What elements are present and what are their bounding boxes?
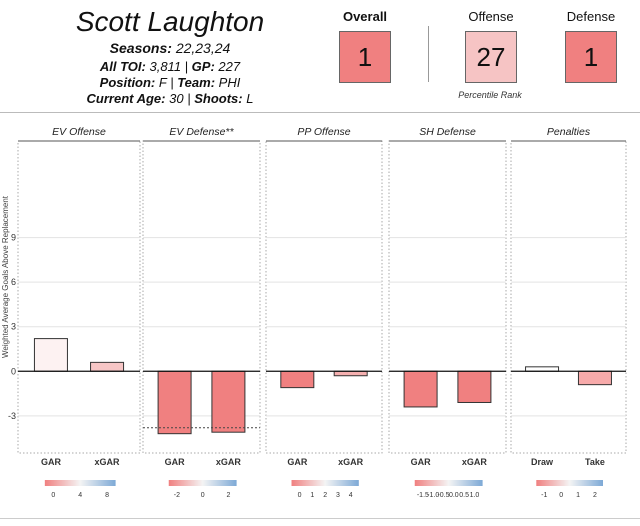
seasons-value: 22,23,24	[175, 40, 231, 56]
panel-frame	[265, 140, 383, 454]
legend-tick-label: -1.5	[417, 492, 429, 499]
panel-frame	[388, 140, 507, 454]
seasons-label: Seasons:	[109, 40, 172, 56]
y-tick-label: 9	[11, 233, 16, 243]
legend-tick-label: 2	[323, 492, 327, 499]
score-divider	[428, 26, 429, 82]
legend-colorbar	[536, 480, 603, 486]
shoots-label: Shoots:	[194, 91, 243, 106]
panel-frame	[142, 140, 261, 454]
overall-score-box: 1	[339, 31, 391, 83]
legend-tick-label: 3	[336, 492, 340, 499]
position-line: Position: F | Team: PHI	[99, 75, 241, 90]
panel-1: EV Defense** GAR xGAR -2 0 2	[142, 126, 261, 499]
x-tick-label: GAR	[287, 457, 308, 467]
y-axis-title: Weighted Average Goals Above Replacement	[1, 195, 10, 358]
toi-line: All TOI: 3,811 | GP: 227	[99, 59, 241, 74]
legend-tick-label: 1.0	[470, 492, 480, 499]
bar-take	[577, 370, 612, 386]
header-divider	[0, 112, 640, 113]
toi-label: All TOI:	[99, 59, 146, 74]
panel-4: Penalties Draw Take -1 0 1 2	[510, 126, 627, 499]
x-tick-label: Draw	[531, 457, 554, 467]
age-value: 30	[169, 91, 184, 106]
legend-colorbar	[414, 480, 483, 486]
position-value: F	[158, 75, 167, 90]
percentile-rank-label: Percentile Rank	[458, 90, 522, 100]
panel-title: EV Defense**	[169, 126, 234, 138]
y-tick-label: 3	[11, 322, 16, 332]
age-label: Current Age:	[86, 91, 166, 106]
bar-xgar	[90, 361, 125, 372]
defense-label: Defense	[566, 9, 616, 24]
legend-colorbar	[291, 480, 359, 486]
shoots-value: L	[246, 91, 254, 106]
legend-tick-label: 8	[105, 492, 109, 499]
x-tick-label: xGAR	[462, 457, 488, 467]
player-name: Scott Laughton	[75, 6, 265, 37]
bar-xgar	[457, 370, 492, 403]
position-label: Position:	[99, 75, 156, 90]
gp-label: GP:	[191, 59, 215, 74]
bar-xgar	[333, 370, 368, 377]
legend-colorbar	[44, 480, 116, 486]
legend-tick-label: -1	[541, 492, 547, 499]
x-tick-label: xGAR	[95, 457, 121, 467]
bar-xgar	[211, 370, 246, 433]
legend-tick-label: -2	[174, 492, 180, 499]
legend-tick-label: 0	[298, 492, 302, 499]
team-value: PHI	[218, 75, 241, 90]
legend-tick-label: 1	[576, 492, 580, 499]
overall-label: Overall	[342, 9, 388, 24]
panel-title: SH Defense	[419, 126, 476, 138]
panel-frame	[510, 140, 627, 454]
legend-tick-label: 0	[51, 492, 55, 499]
legend-tick-label: 4	[78, 492, 82, 499]
x-tick-label: GAR	[165, 457, 186, 467]
bar-draw	[525, 366, 560, 372]
legend-tick-label: 2	[227, 492, 231, 499]
panel-2: PP Offense GAR xGAR 0 1 2 3 4	[265, 126, 383, 499]
legend-tick-label: 0	[559, 492, 563, 499]
x-tick-label: GAR	[411, 457, 432, 467]
y-tick-label: 6	[11, 277, 16, 287]
legend-tick-label: 0.0	[449, 492, 459, 499]
age-line: Current Age: 30 | Shoots: L	[86, 91, 254, 106]
panel-0: EV Offense GAR xGAR 0 4 8	[17, 126, 141, 499]
toi-value: 3,811	[149, 59, 182, 74]
offense-label: Offense	[468, 9, 514, 24]
legend-tick-label: -1.0	[427, 492, 439, 499]
seasons-line: Seasons: 22,23,24	[40, 40, 300, 56]
gar-chart: Weighted Average Goals Above Replacement…	[1, 126, 627, 499]
bar-gar	[280, 370, 315, 389]
legend-tick-label: 4	[349, 492, 353, 499]
legend-tick-label: 0	[201, 492, 205, 499]
bar-gar	[33, 338, 68, 372]
offense-score-box: 27	[465, 31, 517, 83]
panel-title: Penalties	[547, 126, 591, 138]
footer-divider	[0, 518, 640, 519]
legend-tick-label: 1	[310, 492, 314, 499]
panel-3: SH Defense GAR xGAR -1.5-1.0-0.5 0.0 0.5 1.0	[388, 126, 507, 499]
legend-tick-label: -0.5	[437, 492, 449, 499]
y-tick-label: 0	[11, 366, 16, 376]
team-label: Team:	[177, 75, 216, 90]
panel-title: EV Offense	[52, 126, 106, 138]
legend-tick-label: 0.5	[459, 492, 469, 499]
player-header: Scott Laughton Seasons: 22,23,24 All TOI…	[0, 0, 640, 112]
x-tick-label: xGAR	[338, 457, 364, 467]
legend-tick-label: 2	[593, 492, 597, 499]
panel-title: PP Offense	[297, 126, 350, 138]
x-tick-label: GAR	[41, 457, 62, 467]
x-tick-label: Take	[585, 457, 605, 467]
panel-frame	[17, 140, 141, 454]
legend-colorbar	[168, 480, 237, 486]
y-tick-label: -3	[8, 411, 16, 421]
bar-gar	[157, 370, 192, 435]
gp-value: 227	[218, 59, 241, 74]
defense-score-box: 1	[565, 31, 617, 83]
x-tick-label: xGAR	[216, 457, 242, 467]
bar-gar	[403, 370, 438, 408]
